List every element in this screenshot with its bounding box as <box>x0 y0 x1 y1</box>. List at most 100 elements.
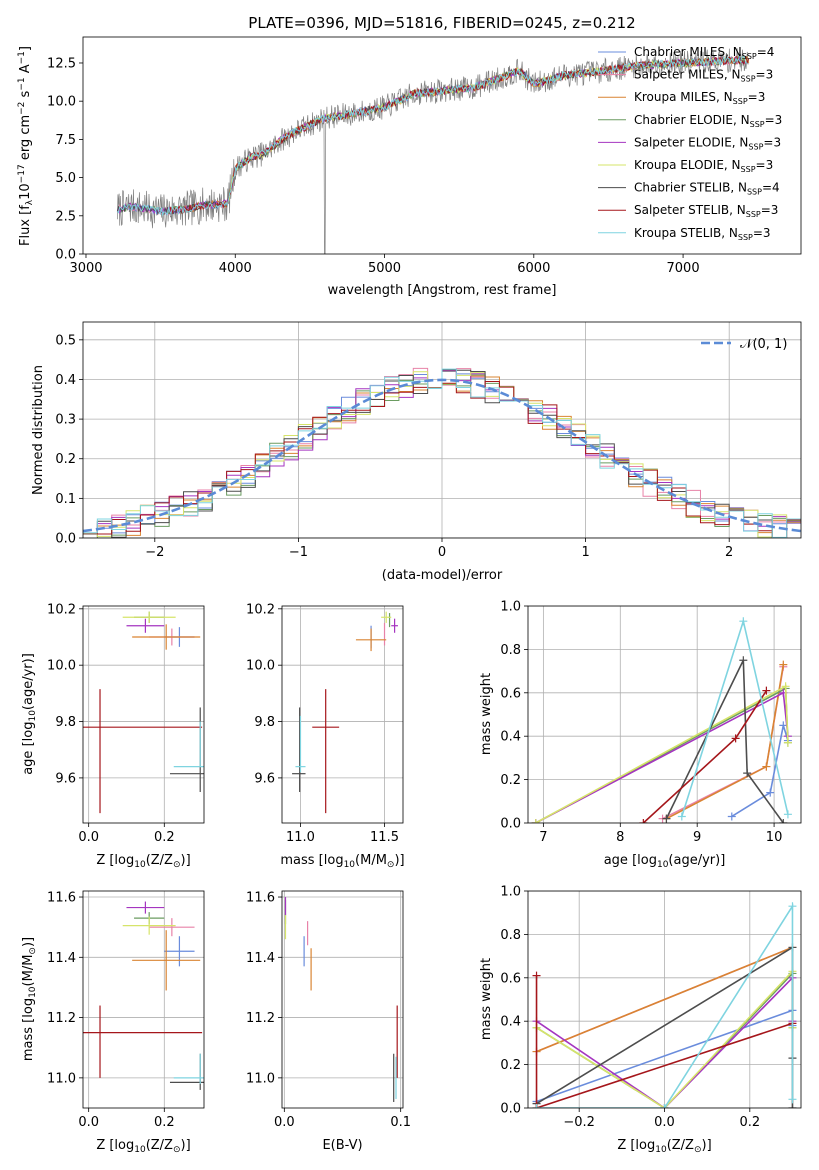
label-part: Z [log <box>96 1138 134 1153</box>
x-tick-label: 5000 <box>368 261 401 276</box>
y-tick-label: 0.2 <box>55 452 76 467</box>
plot-area <box>83 606 204 823</box>
label-part: 10 <box>344 860 356 870</box>
y-axis-label: mass [log10(M/M⊙)] <box>21 937 38 1061</box>
y-tick-label: 10.0 <box>246 659 275 674</box>
y-tick-label: 9.6 <box>254 771 275 786</box>
y-axis-label: Normed distribution <box>31 365 46 495</box>
weight-marker <box>743 769 752 778</box>
label-part: SSP <box>738 233 753 242</box>
weight-marker <box>739 656 748 665</box>
label-part: SSP <box>733 97 748 106</box>
label-part: 10 <box>18 183 33 200</box>
label-part: ⊙ <box>387 860 395 870</box>
x-tick-label: 10 <box>766 830 783 845</box>
mass-vs-ebv-axes: 0.0 0.1 11.0 11.2 11.4 11.6 E(B-V) <box>246 891 411 1153</box>
x-tick-label: 0.0 <box>78 830 99 845</box>
label-part: Kroupa STELIB, N <box>634 226 738 240</box>
y-tick-label: 0.2 <box>500 1058 521 1073</box>
x-tick-label: 2 <box>725 545 733 560</box>
y-axis-label: age [log10(age/yr)] <box>21 653 38 775</box>
label-part: (Z/Z <box>146 853 173 868</box>
plot-area <box>116 48 750 254</box>
plot-area <box>282 606 403 823</box>
label-part: Salpeter STELIB, N <box>634 203 746 217</box>
y-tick-label: 11.2 <box>47 1011 76 1026</box>
y-tick-label: 0.5 <box>55 333 76 348</box>
legend-entry: Kroupa ELODIE, NSSP=3 <box>634 158 773 174</box>
label-part: Z [log <box>617 1138 655 1153</box>
y-axis-label: mass weight <box>479 673 494 755</box>
spectrum-axes: 3000 4000 5000 6000 7000 0.0 2.5 5.0 7.5 10.0 12.5… <box>17 14 802 298</box>
weight-marker <box>531 819 540 823</box>
x-tick-label: 7 <box>539 830 547 845</box>
label-part: s <box>18 90 33 101</box>
y-tick-label: 11.6 <box>246 891 275 906</box>
legend-entry: Kroupa MILES, NSSP=3 <box>634 90 765 106</box>
weight-marker <box>660 1104 669 1108</box>
x-tick-label: 8 <box>616 830 624 845</box>
y-tick-label: 0.8 <box>500 928 521 943</box>
y-tick-label: 2.5 <box>55 209 76 224</box>
y-tick-label: 11.4 <box>47 951 76 966</box>
y-tick-label: 0.2 <box>500 773 521 788</box>
label-part: SSP <box>750 120 765 129</box>
y-tick-label: 11.2 <box>246 1011 275 1026</box>
label-part: 10 <box>28 986 38 998</box>
x-tick-label: −0.2 <box>563 1115 595 1130</box>
label-part: Chabrier STELIB, N <box>634 181 747 195</box>
legend-entry: 𝒩(0, 1) <box>740 337 787 352</box>
x-tick-label: 3000 <box>69 261 102 276</box>
y-tick-label: 9.6 <box>55 771 76 786</box>
y-tick-label: 12.5 <box>47 56 76 71</box>
axes-frame <box>82 890 205 1109</box>
label-part: ⊙ <box>28 947 38 955</box>
y-tick-label: 11.4 <box>246 951 275 966</box>
label-part: ⊙ <box>173 1145 181 1155</box>
label-part: Salpeter ELODIE, N <box>634 135 748 149</box>
weight-line <box>536 903 794 1108</box>
y-tick-label: 0.4 <box>500 1015 521 1030</box>
y-tick-label: 0.0 <box>55 248 76 263</box>
label-part: Kroupa MILES, N <box>634 90 733 104</box>
y-axis-label: mass weight <box>479 958 494 1040</box>
label-part: mass [log <box>280 853 343 868</box>
y-tick-label: 10.2 <box>47 602 76 617</box>
legend-entry: Salpeter MILES, NSSP=3 <box>634 68 773 84</box>
label-part: =3 <box>756 68 774 82</box>
label-part: =3 <box>761 203 779 217</box>
x-tick-label: −2 <box>145 545 164 560</box>
axes-frame <box>82 36 802 255</box>
legend-entry: Chabrier ELODIE, NSSP=3 <box>634 113 782 129</box>
label-part: Kroupa ELODIE, N <box>634 158 741 172</box>
label-part: =3 <box>748 90 766 104</box>
y-tick-label: 0.0 <box>55 532 76 547</box>
label-part: ] <box>18 46 33 51</box>
weight-marker <box>779 819 788 823</box>
x-axis-label: Z [log10(Z/Z⊙)] <box>96 1138 190 1155</box>
label-part: Salpeter MILES, N <box>634 68 741 82</box>
label-part: 10 <box>657 860 669 870</box>
label-part: Chabrier ELODIE, N <box>634 113 750 127</box>
weight-marker <box>731 734 740 743</box>
y-axis-label: Flux [fλ10−17 erg cm−2 s−1 A−1] <box>17 46 35 246</box>
label-part: ⊙ <box>173 860 181 870</box>
plot-area <box>528 606 801 823</box>
x-tick-label: 1 <box>581 545 589 560</box>
weight-marker <box>727 812 736 821</box>
plot-area <box>282 891 403 1108</box>
x-tick-label: 0.1 <box>390 1115 411 1130</box>
label-part: SSP <box>748 142 763 151</box>
age-vs-z-axes: 0.0 0.29.69.810.010.2Z [log10(Z/Z⊙)]age [… <box>21 602 205 870</box>
label-part: Chabrier MILES, N <box>634 45 742 59</box>
label-part: −2 <box>17 102 27 115</box>
x-tick-label: 0.2 <box>154 830 175 845</box>
y-tick-label: 1.0 <box>500 885 521 900</box>
x-tick-label: −1 <box>289 545 308 560</box>
label-part: 10 <box>28 710 38 722</box>
label-part: =3 <box>763 135 781 149</box>
weight-marker <box>779 660 788 669</box>
label-part: SSP <box>741 75 756 84</box>
x-tick-label: 11.0 <box>286 830 315 845</box>
legend-entry: Kroupa STELIB, NSSP=3 <box>634 226 771 242</box>
